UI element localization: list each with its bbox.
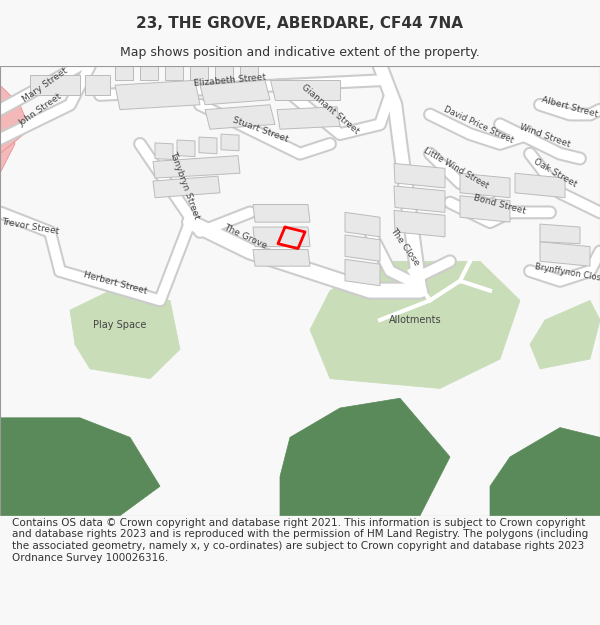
Polygon shape [277, 107, 340, 129]
Text: David Price Street: David Price Street [442, 104, 514, 144]
Text: The Close: The Close [389, 226, 421, 268]
Polygon shape [165, 66, 183, 80]
Polygon shape [515, 173, 565, 198]
Polygon shape [253, 249, 310, 266]
Polygon shape [199, 137, 217, 154]
Polygon shape [115, 80, 200, 109]
Text: Albert Street: Albert Street [541, 95, 599, 119]
Polygon shape [30, 76, 80, 95]
Text: Giannant Street: Giannant Street [299, 83, 361, 136]
Text: Map shows position and indicative extent of the property.: Map shows position and indicative extent… [120, 46, 480, 59]
Text: 23, THE GROVE, ABERDARE, CF44 7NA: 23, THE GROVE, ABERDARE, CF44 7NA [137, 16, 464, 31]
Polygon shape [460, 196, 510, 222]
Text: Little Wind Street: Little Wind Street [422, 146, 490, 191]
Text: Herbert Street: Herbert Street [82, 270, 148, 296]
Polygon shape [205, 105, 275, 129]
Polygon shape [215, 66, 233, 80]
Text: Tanybryn Street: Tanybryn Street [169, 150, 202, 220]
Polygon shape [345, 235, 380, 261]
Polygon shape [153, 156, 240, 178]
Polygon shape [490, 428, 600, 516]
Text: Brynffynon Close: Brynffynon Close [534, 262, 600, 284]
Polygon shape [153, 176, 220, 198]
Text: Wind Street: Wind Street [518, 122, 572, 149]
Text: Mary Street: Mary Street [21, 66, 69, 104]
Text: John Street: John Street [17, 91, 63, 128]
Text: Play Space: Play Space [94, 320, 146, 330]
Polygon shape [310, 261, 520, 389]
Polygon shape [345, 213, 380, 237]
Polygon shape [240, 66, 258, 80]
Polygon shape [540, 242, 590, 266]
Polygon shape [394, 186, 445, 213]
Polygon shape [0, 105, 15, 173]
Polygon shape [140, 66, 158, 80]
Text: Bond Street: Bond Street [473, 193, 527, 216]
Text: Allotments: Allotments [389, 315, 442, 325]
Polygon shape [70, 291, 180, 379]
Polygon shape [460, 173, 510, 198]
Text: Oak Street: Oak Street [532, 158, 578, 189]
Polygon shape [177, 140, 195, 157]
Polygon shape [0, 418, 160, 516]
Polygon shape [530, 301, 600, 369]
Polygon shape [221, 134, 239, 151]
Polygon shape [0, 85, 30, 154]
Polygon shape [190, 66, 208, 80]
Polygon shape [345, 259, 380, 286]
Polygon shape [253, 227, 310, 247]
Text: The Grove: The Grove [222, 223, 268, 251]
Polygon shape [253, 204, 310, 222]
Polygon shape [540, 224, 580, 244]
Polygon shape [85, 76, 110, 95]
Text: Elizabeth Street: Elizabeth Street [193, 72, 266, 88]
Text: Stuart Street: Stuart Street [231, 115, 289, 144]
Polygon shape [115, 66, 133, 80]
Polygon shape [394, 211, 445, 237]
Text: Contains OS data © Crown copyright and database right 2021. This information is : Contains OS data © Crown copyright and d… [12, 518, 588, 562]
Polygon shape [270, 80, 340, 100]
Polygon shape [200, 80, 270, 105]
Polygon shape [155, 143, 173, 159]
Polygon shape [280, 398, 450, 516]
Text: Trevor Street: Trevor Street [1, 217, 59, 236]
Polygon shape [394, 164, 445, 188]
